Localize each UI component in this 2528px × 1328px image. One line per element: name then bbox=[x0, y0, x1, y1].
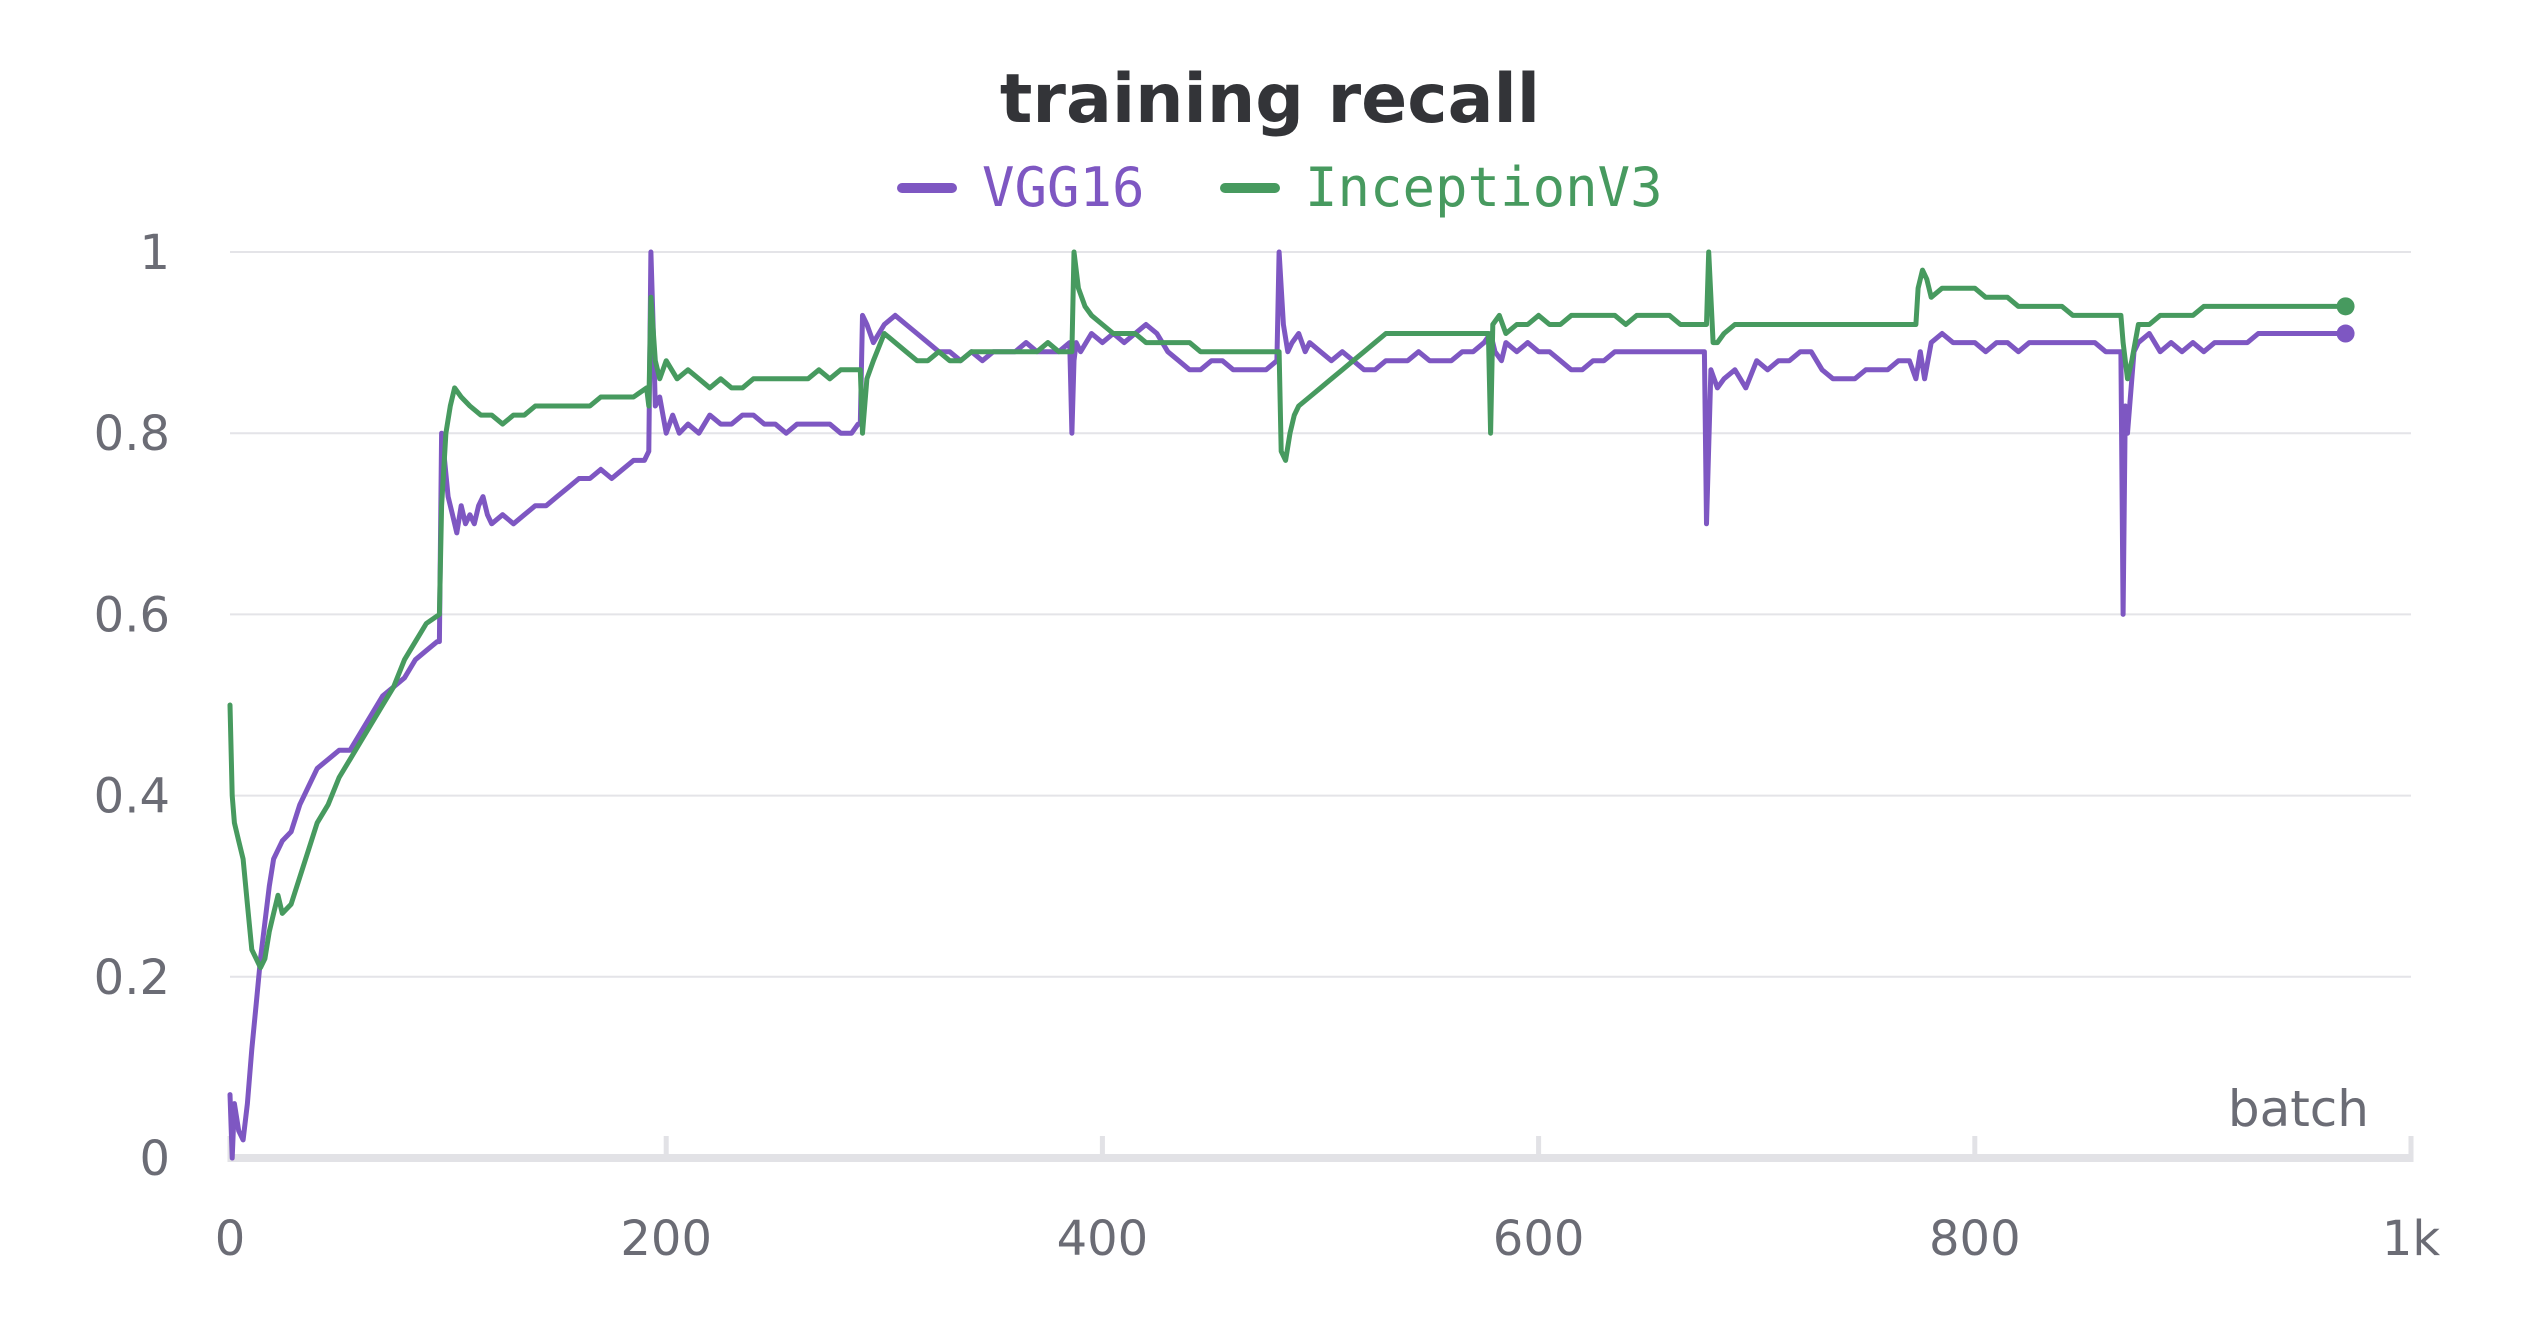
y-tick-label: 0 bbox=[139, 1131, 170, 1187]
legend-label-vgg16: VGG16 bbox=[982, 156, 1145, 219]
y-tick-label: 0.8 bbox=[94, 406, 170, 462]
x-axis-label: batch bbox=[2228, 1080, 2369, 1138]
y-tick-label: 0.4 bbox=[94, 769, 170, 825]
grid bbox=[230, 251, 2411, 978]
chart-title: training recall bbox=[1000, 60, 1540, 139]
x-tick-label: 600 bbox=[1493, 1211, 1585, 1267]
y-tick-label: 0.6 bbox=[94, 587, 170, 643]
x-tick-label: 800 bbox=[1929, 1211, 2021, 1267]
series-line-inceptionv3 bbox=[227, 249, 2349, 971]
x-tick-label: 1k bbox=[2382, 1211, 2441, 1267]
series-end-point-vgg16 bbox=[2336, 324, 2355, 343]
x-tick-label: 400 bbox=[1057, 1211, 1149, 1267]
x-axis: 0 200 400 600 800 1k bbox=[215, 1136, 2441, 1267]
legend-label-inceptionv3: InceptionV3 bbox=[1305, 156, 1663, 219]
x-tick-label: 200 bbox=[620, 1211, 712, 1267]
x-tick-label: 0 bbox=[215, 1211, 246, 1267]
y-tick-label: 0.2 bbox=[94, 950, 170, 1006]
series-end-point-inceptionv3 bbox=[2336, 297, 2355, 316]
y-tick-label: 1 bbox=[139, 225, 170, 281]
series-layer bbox=[227, 249, 2355, 1161]
legend: VGG16 InceptionV3 bbox=[897, 156, 1663, 219]
series-line-vgg16 bbox=[227, 249, 2349, 1161]
y-axis: 0 0.2 0.4 0.6 0.8 1 bbox=[94, 225, 170, 1187]
